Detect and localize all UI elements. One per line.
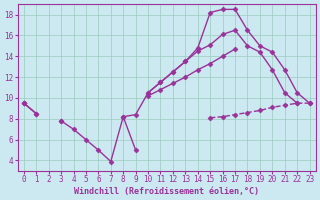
X-axis label: Windchill (Refroidissement éolien,°C): Windchill (Refroidissement éolien,°C) — [74, 187, 259, 196]
